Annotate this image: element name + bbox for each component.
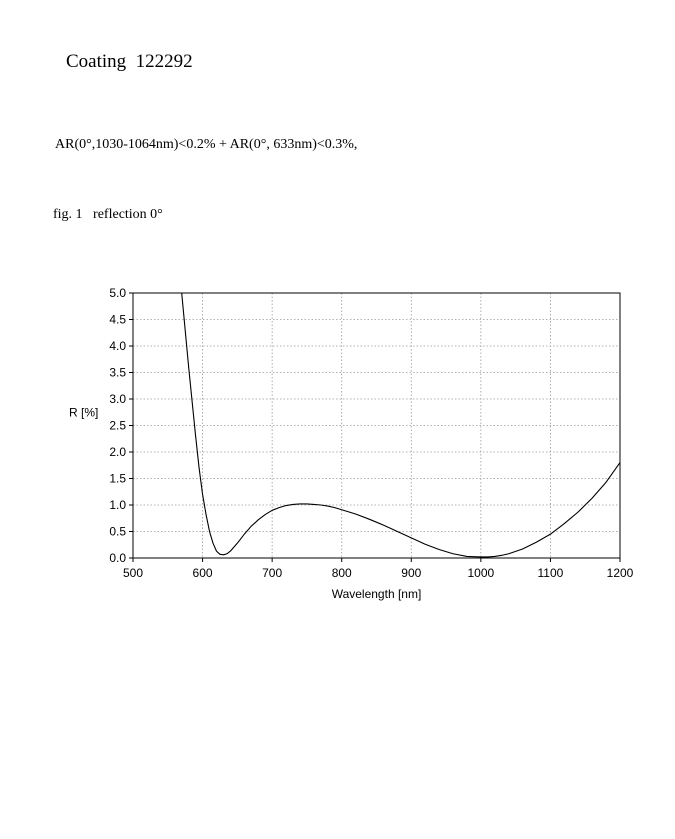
x-tick-label: 500 <box>123 566 143 580</box>
y-tick-label: 4.0 <box>109 339 126 353</box>
figure-caption: fig. 1 reflection 0° <box>53 207 163 222</box>
x-tick-label: 1000 <box>468 566 495 580</box>
y-tick-label: 0.0 <box>109 551 126 565</box>
y-tick-label: 2.5 <box>109 419 126 433</box>
x-tick-label: 900 <box>401 566 421 580</box>
x-tick-label: 800 <box>332 566 352 580</box>
y-tick-label: 3.0 <box>109 392 126 406</box>
coating-title: Coating 122292 <box>66 51 193 72</box>
y-axis-label: R [%] <box>69 405 98 419</box>
y-tick-label: 4.5 <box>109 313 126 327</box>
reflection-chart: 500 600 700 800 900 1000 1100 1200 0.0 0.5 1.0 1.5 2… <box>69 286 634 601</box>
y-tick-label: 5.0 <box>109 286 126 300</box>
y-tick-label: 1.0 <box>109 498 126 512</box>
x-tick-label: 700 <box>262 566 282 580</box>
x-tick-label: 1100 <box>538 566 564 580</box>
y-tick-label: 2.0 <box>109 445 126 459</box>
y-tick-label: 1.5 <box>109 472 126 486</box>
reflection-curve <box>181 293 620 558</box>
y-tick-label: 3.5 <box>109 366 126 380</box>
x-tick-label: 1200 <box>607 566 634 580</box>
x-tick-label: 600 <box>193 566 213 580</box>
x-axis-label: Wavelength [nm] <box>332 587 422 601</box>
y-tick-label: 0.5 <box>109 525 126 539</box>
coating-spec: AR(0°,1030-1064nm)<0.2% + AR(0°, 633nm)<… <box>55 137 358 152</box>
